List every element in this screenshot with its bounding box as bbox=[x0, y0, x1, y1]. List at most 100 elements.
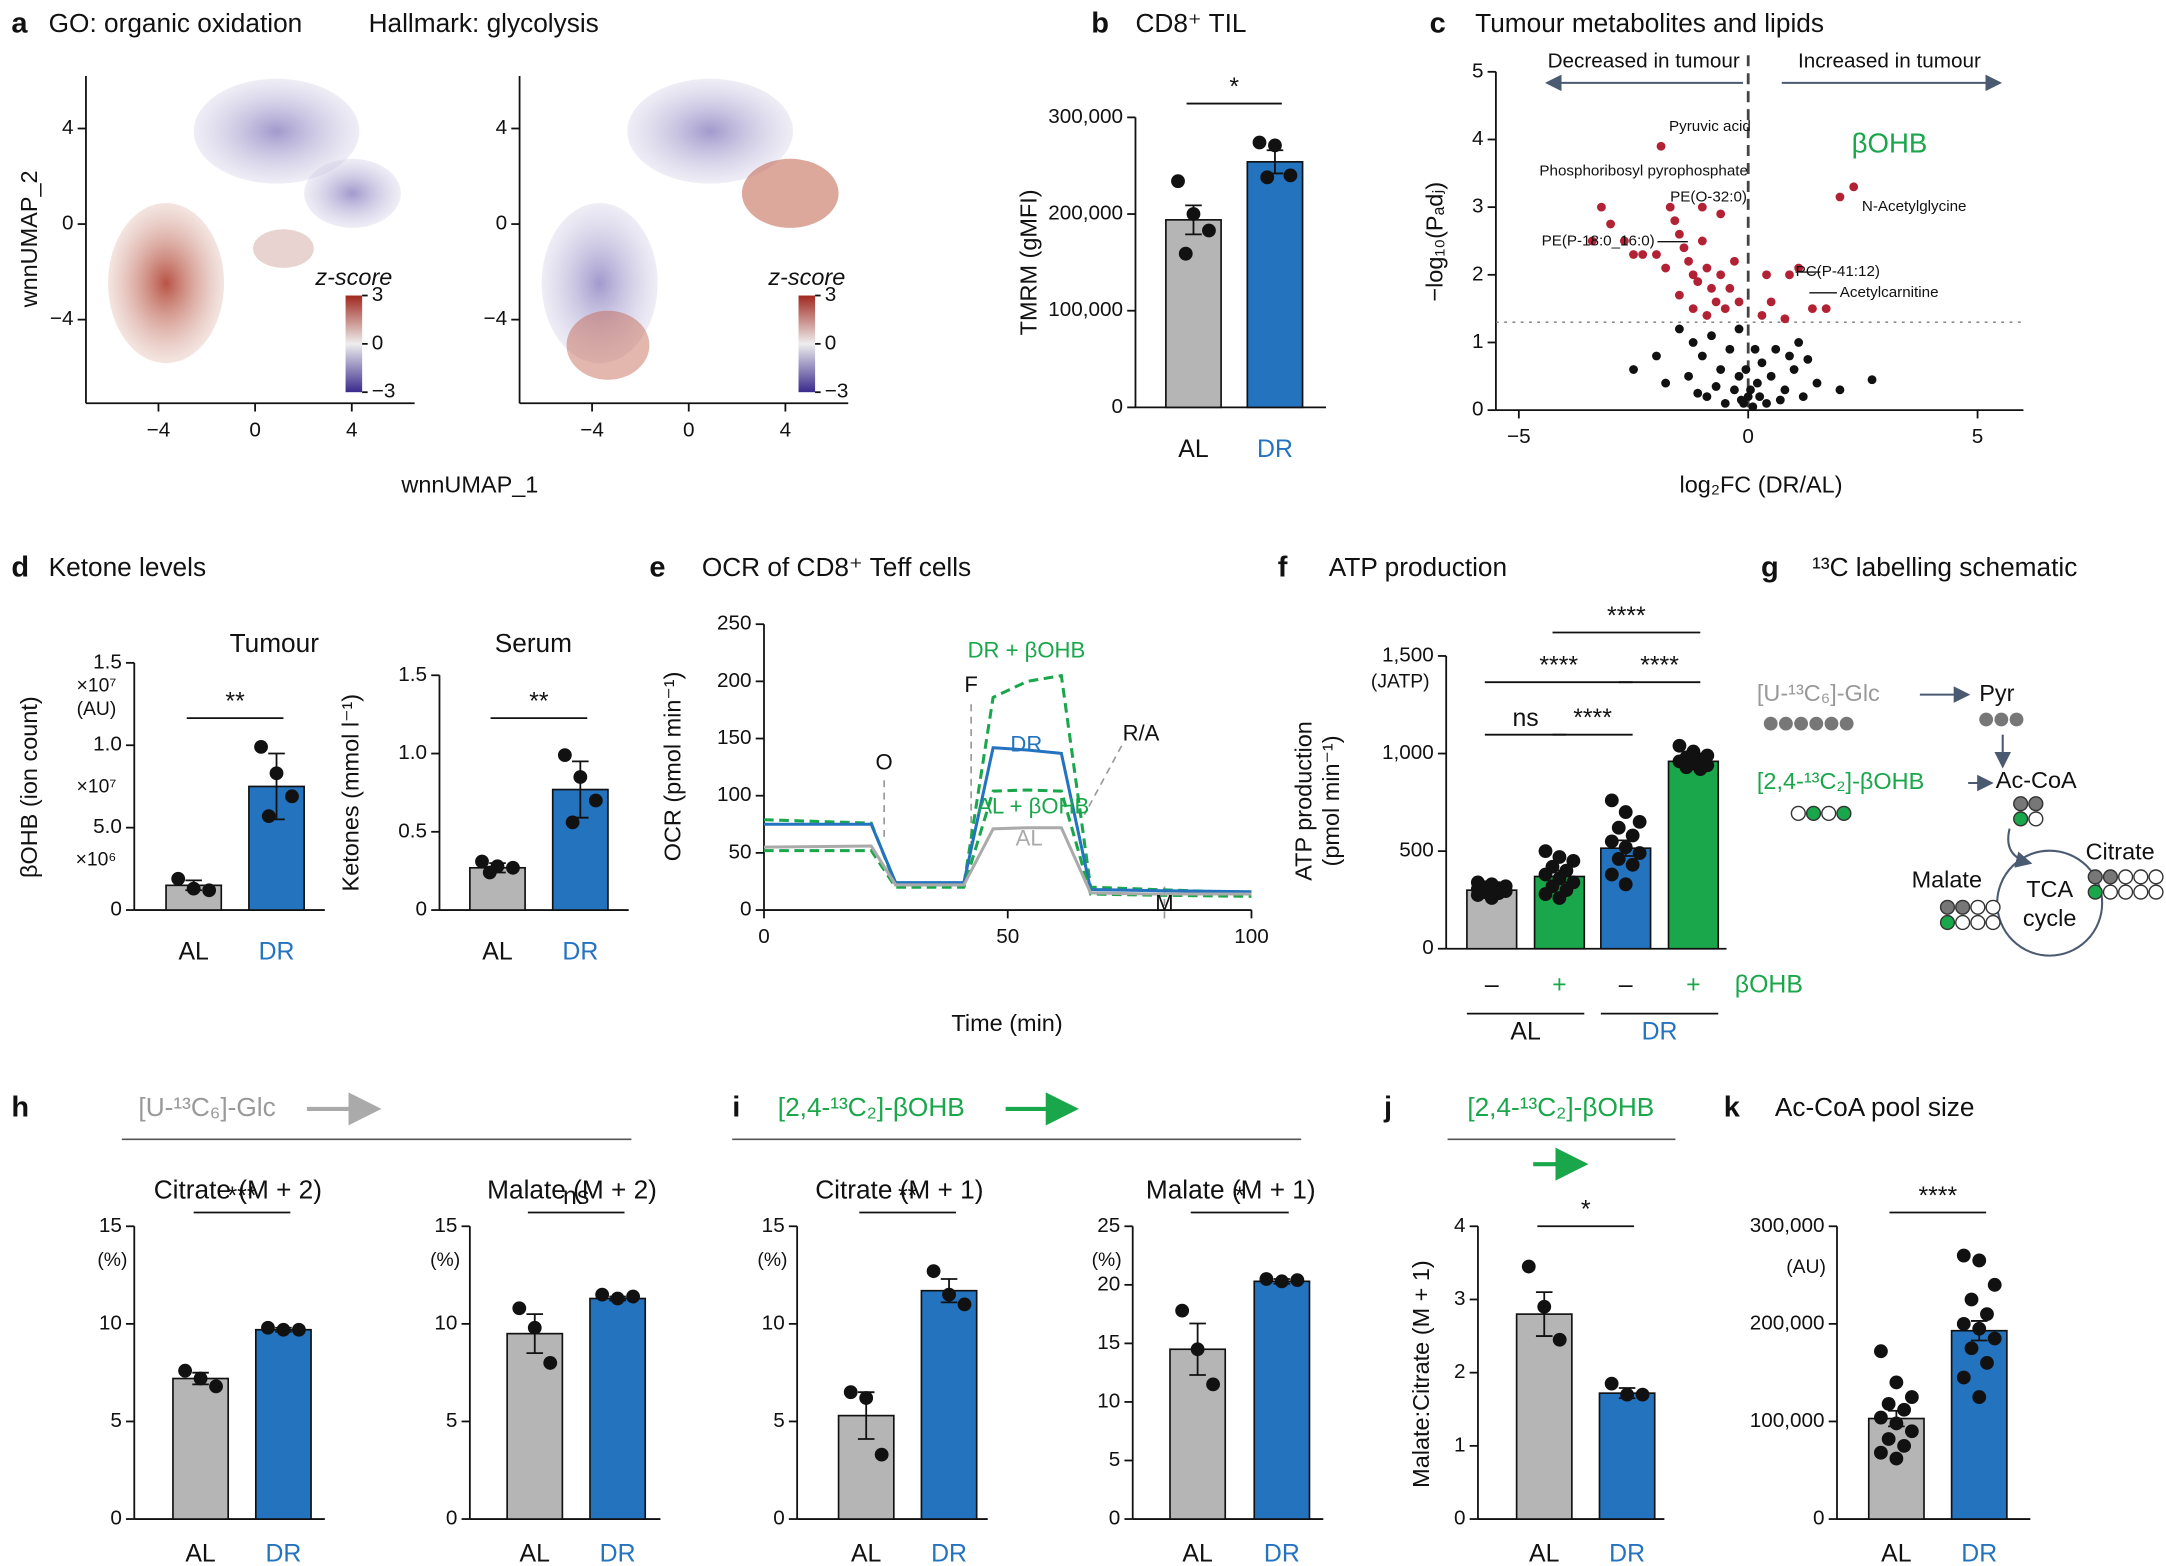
y-tick-label: 0 bbox=[416, 898, 428, 921]
data-point bbox=[1604, 793, 1619, 808]
bar bbox=[1600, 847, 1652, 950]
data-point bbox=[1789, 365, 1799, 374]
series-line bbox=[763, 826, 1252, 896]
y-tick-label: 4 bbox=[1472, 127, 1484, 150]
data-point bbox=[1688, 338, 1698, 347]
data-point bbox=[926, 1264, 941, 1279]
colorbar-tick-label: 3 bbox=[372, 283, 384, 306]
significance-label: **** bbox=[1539, 653, 1578, 680]
x-tick-label: AL bbox=[1529, 1541, 1559, 1566]
data-point bbox=[573, 770, 588, 784]
significance-label: * bbox=[1229, 74, 1239, 101]
data-point bbox=[1604, 867, 1619, 882]
data-point bbox=[1684, 371, 1693, 381]
data-point bbox=[1538, 867, 1553, 882]
y-tick-label: 3 bbox=[1472, 195, 1484, 218]
data-point bbox=[475, 854, 489, 869]
y-tick-label: 0 bbox=[1454, 1507, 1466, 1530]
x-tick-label: AL bbox=[1881, 1541, 1911, 1566]
data-point bbox=[1552, 891, 1567, 905]
chart-title: ATP production bbox=[1329, 552, 1507, 582]
data-point bbox=[1867, 375, 1877, 385]
significance-label: * bbox=[1581, 1197, 1591, 1224]
data-point bbox=[1762, 398, 1771, 408]
x-tick-label: 4 bbox=[346, 418, 358, 441]
bar bbox=[589, 1297, 647, 1520]
data-point bbox=[1625, 857, 1640, 872]
x-tick-label: DR bbox=[931, 1541, 967, 1566]
y-tick-label: −4 bbox=[50, 307, 74, 330]
x-tick-label: + bbox=[1686, 972, 1701, 999]
data-point bbox=[1835, 192, 1845, 202]
bar bbox=[1667, 760, 1720, 950]
data-point bbox=[1688, 270, 1698, 280]
data-point bbox=[1604, 834, 1619, 849]
y-tick-label: 25 bbox=[1097, 1214, 1120, 1237]
colorbar-tick-label: −3 bbox=[372, 380, 396, 403]
node-label: TCA bbox=[2026, 876, 2073, 902]
data-point bbox=[209, 1379, 223, 1394]
axis-note: (JATP) bbox=[1371, 671, 1430, 692]
y-tick-label: 50 bbox=[729, 840, 752, 863]
x-tick-label: DR bbox=[1961, 1541, 1997, 1566]
data-point bbox=[1672, 738, 1687, 753]
y-tick-label: 2 bbox=[1454, 1360, 1466, 1383]
x-tick-label: – bbox=[1619, 972, 1633, 999]
bar bbox=[1253, 1280, 1311, 1520]
bar bbox=[1169, 1348, 1227, 1520]
annotation: N-Acetylglycine bbox=[1862, 198, 1967, 215]
significance-label: **** bbox=[1607, 603, 1646, 630]
data-point bbox=[1679, 760, 1694, 775]
data-point bbox=[1587, 236, 1597, 246]
data-point bbox=[1808, 304, 1817, 314]
data-point bbox=[957, 1297, 972, 1312]
data-point bbox=[527, 1320, 542, 1335]
data-point bbox=[1632, 846, 1647, 860]
data-point bbox=[1652, 250, 1661, 259]
y-tick-label: 0 bbox=[110, 1507, 122, 1530]
significance-label: ** bbox=[529, 688, 549, 715]
y-tick-label: 0 bbox=[1472, 398, 1484, 421]
bar bbox=[1165, 219, 1222, 409]
data-point bbox=[1711, 382, 1721, 391]
data-point bbox=[1849, 182, 1859, 192]
data-point bbox=[1652, 351, 1661, 361]
data-point bbox=[1771, 344, 1781, 354]
x-tick-label: 100 bbox=[1234, 925, 1269, 948]
x-tick-label: AL bbox=[185, 1541, 215, 1566]
y-tick-label: 15 bbox=[762, 1214, 785, 1237]
significance-label: * bbox=[1235, 1183, 1245, 1210]
axis-note: ×10⁷ bbox=[77, 675, 117, 696]
y-axis-label: Malate:Citrate (M + 1) bbox=[1408, 1260, 1434, 1488]
data-point bbox=[506, 860, 520, 875]
data-point bbox=[1757, 310, 1767, 320]
data-point bbox=[595, 1287, 610, 1302]
data-point bbox=[1881, 1432, 1896, 1446]
annotation: Decreased in tumour bbox=[1548, 50, 1740, 73]
y-tick-label: 0 bbox=[110, 898, 122, 921]
x-tick-label: DR bbox=[265, 1541, 301, 1566]
x-tick-label: DR bbox=[259, 938, 295, 965]
data-point bbox=[276, 1322, 291, 1337]
chart-title: Citrate (M + 2) bbox=[154, 1175, 322, 1205]
axis-note: ×10⁶ bbox=[76, 849, 117, 870]
chart-title: CD8⁺ TIL bbox=[1135, 8, 1246, 38]
data-point bbox=[1552, 850, 1567, 864]
bar bbox=[254, 1328, 312, 1520]
x-tick-label: 0 bbox=[758, 925, 770, 948]
data-point bbox=[1821, 304, 1831, 314]
annotation: βOHB bbox=[1852, 127, 1928, 158]
bar bbox=[172, 1377, 230, 1520]
y-tick-label: 1.0 bbox=[398, 741, 427, 764]
data-point bbox=[1661, 378, 1671, 388]
data-point bbox=[1538, 887, 1553, 901]
data-point bbox=[1679, 243, 1689, 253]
y-axis-label: TMRM (gMFI) bbox=[1016, 189, 1042, 335]
data-point bbox=[1665, 202, 1675, 212]
data-point bbox=[1638, 250, 1648, 259]
data-point bbox=[1889, 1416, 1904, 1431]
panel-letter: i bbox=[732, 1092, 740, 1124]
axis-note: (%) bbox=[97, 1250, 127, 1271]
data-point bbox=[1206, 1377, 1220, 1392]
